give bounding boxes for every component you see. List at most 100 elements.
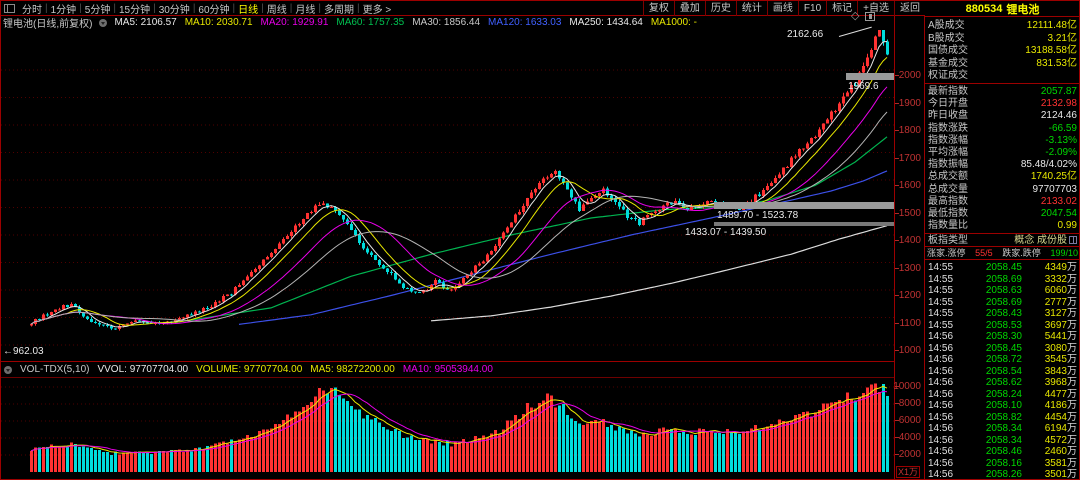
tick-volume-number: 4477 (1044, 388, 1067, 400)
price-tick-label: 1700 (898, 152, 921, 164)
tick-volume-number: 3127 (1044, 308, 1067, 319)
price-tick-mark (895, 75, 899, 76)
candlestick-canvas[interactable] (1, 29, 894, 361)
period-tab-2[interactable]: 1分钟 (50, 4, 77, 16)
price-tick-label: 1500 (898, 207, 921, 219)
period-tab-10[interactable]: 多周期 (323, 4, 354, 16)
period-tab-1[interactable]: 分时 (22, 4, 42, 16)
trade-tick-row: 14:56 2058.34 6194万 (925, 423, 1079, 435)
summary-label: 基金成交 (928, 57, 968, 69)
period-tab-8[interactable]: 周线 (266, 4, 287, 16)
toolbar-button-3[interactable]: 历史 (704, 1, 736, 16)
index-row: 指数量比 0.99 (925, 220, 1079, 232)
tick-volume-number: 3332 (1044, 273, 1067, 285)
price-tick-label: 1600 (898, 180, 921, 191)
price-tick-label: 1100 (899, 317, 921, 329)
ma-value-4: MA60: 1757.35 (336, 17, 405, 28)
price-tick-label: 1200 (898, 290, 921, 301)
stock-code: 880534 (965, 2, 1003, 15)
market-data-panel: A股成交 12111.48亿 B股成交 3.21亿 国债成交 13188.58亿 基金成交 8… (925, 17, 1079, 480)
toolbar-button-2[interactable]: 叠加 (673, 1, 705, 16)
tick-volume: 6194万 (1022, 423, 1077, 435)
volume-chart[interactable] (1, 377, 894, 479)
period-tab-5[interactable]: 30分钟 (158, 4, 190, 16)
stock-name: 锂电池 (1006, 3, 1040, 16)
tick-price: 2058.46 (985, 446, 1022, 457)
resistance-zone-mid (714, 202, 894, 209)
tick-volume-unit: 万 (1067, 296, 1077, 308)
tick-volume-unit: 万 (1067, 457, 1077, 469)
tick-price: 2058.24 (985, 388, 1022, 400)
tick-price: 2058.53 (985, 319, 1022, 331)
toolbar-button-5[interactable]: 画线 (766, 1, 798, 16)
tick-time: 14:56 (928, 434, 954, 446)
summary-row: 国债成交 13188.58亿 (925, 45, 1079, 57)
period-tab-6[interactable]: 60分钟 (198, 4, 230, 16)
trade-tick-row: 14:55 2058.53 3697万 (925, 319, 1079, 332)
board-type-text: 概念 成份股 (1014, 234, 1067, 246)
volume-tick-label: 6000 (898, 415, 921, 426)
summary-row: 基金成交 831.53亿 (925, 57, 1079, 70)
period-tab-4[interactable]: 15分钟 (118, 4, 151, 16)
tick-volume-number: 3843 (1044, 365, 1067, 377)
toolbar-button-1[interactable]: 复权 (642, 1, 674, 16)
trade-tick-row: 14:56 2058.72 3545万 (925, 354, 1079, 366)
pip-window-icon[interactable] (865, 12, 876, 21)
tick-volume-unit: 万 (1067, 400, 1077, 411)
toolbar-divider: | (318, 2, 321, 14)
volume-tick-label: 8000 (898, 398, 921, 409)
price-tick-label: 1900 (898, 97, 921, 109)
summary-row: B股成交 3.21亿 (925, 32, 1079, 45)
toolbar-button-9[interactable]: 返回 (894, 1, 925, 16)
trade-tick-row: 14:56 2058.26 3501万 (925, 469, 1079, 480)
volume-header-item-2: VVOL: 97707704.00 (97, 364, 189, 375)
price-tick-label: 1400 (898, 235, 921, 246)
diamond-marker-icon[interactable]: ◇ (851, 10, 860, 22)
tick-price: 2058.69 (985, 273, 1022, 285)
index-row: 指数振幅 85.48/4.02% (925, 159, 1079, 171)
toolbar-button-7[interactable]: 标记 (826, 1, 857, 16)
mid-zone-label: 1489.70 - 1523.78 (717, 210, 799, 221)
index-label: 总成交量 (928, 183, 968, 195)
components-grid-icon[interactable] (1069, 236, 1077, 244)
price-tick-mark (895, 102, 899, 104)
toolbar-divider: | (45, 2, 48, 14)
index-row: 指数涨跌 -66.59 (925, 123, 1079, 135)
toolbar-divider: | (289, 2, 293, 14)
period-tab-3[interactable]: 5分钟 (84, 4, 111, 16)
period-tab-11[interactable]: 更多 > (362, 4, 392, 16)
trade-tick-row: 14:56 2058.82 4454万 (925, 412, 1079, 424)
volume-canvas[interactable] (1, 378, 894, 480)
tick-volume: 3968万 (1022, 377, 1077, 389)
index-label: 最高指数 (928, 195, 968, 207)
volume-tick-mark (895, 437, 899, 438)
price-chart[interactable]: 2162.66 1969.6 1489.70 - 1523.78 1433.07… (1, 26, 894, 361)
toolbar-button-8[interactable]: +自选 (857, 1, 894, 16)
toolbar-button-6[interactable]: F10 (797, 1, 826, 16)
trade-tick-row: 14:56 2058.30 5441万 (925, 331, 1079, 343)
tick-time: 14:56 (928, 469, 954, 480)
period-tab-7[interactable]: 日线 (238, 4, 259, 16)
tick-volume-number: 3501 (1044, 469, 1067, 480)
volume-header-item-3: VOLUME: 97707704.00 (196, 364, 303, 375)
volume-collapse-icon[interactable] (4, 365, 12, 374)
summary-label: B股成交 (928, 32, 965, 44)
summary-value: 831.53亿 (1036, 57, 1077, 69)
summary-value: 12111.48亿 (1026, 20, 1077, 31)
index-row: 平均涨幅 -2.09% (925, 147, 1079, 159)
high-price-annotation: 2162.66 (787, 29, 824, 40)
toolbar-button-4[interactable]: 统计 (735, 1, 767, 16)
volume-indicator-row: VOL-TDX(5,10) VVOL: 97707704.00 VOLUME: 97… (1, 361, 894, 377)
indicator-collapse-icon[interactable] (99, 18, 108, 27)
index-label: 最新指数 (928, 86, 968, 97)
ma-value-3: MA20: 1929.91 (260, 17, 329, 28)
price-axis: X1万 2000 1900 1800 1700 1600 1500 1400 1300 1200… (893, 16, 925, 479)
tick-price: 2058.62 (985, 377, 1022, 388)
period-tab-9[interactable]: 月线 (295, 4, 316, 16)
tick-time: 14:55 (928, 285, 954, 296)
volume-unit-label: X1万 (896, 466, 921, 478)
toolbar-divider: | (261, 2, 264, 14)
tick-volume: 2777万 (1022, 297, 1077, 309)
layout-icon[interactable] (4, 3, 15, 13)
